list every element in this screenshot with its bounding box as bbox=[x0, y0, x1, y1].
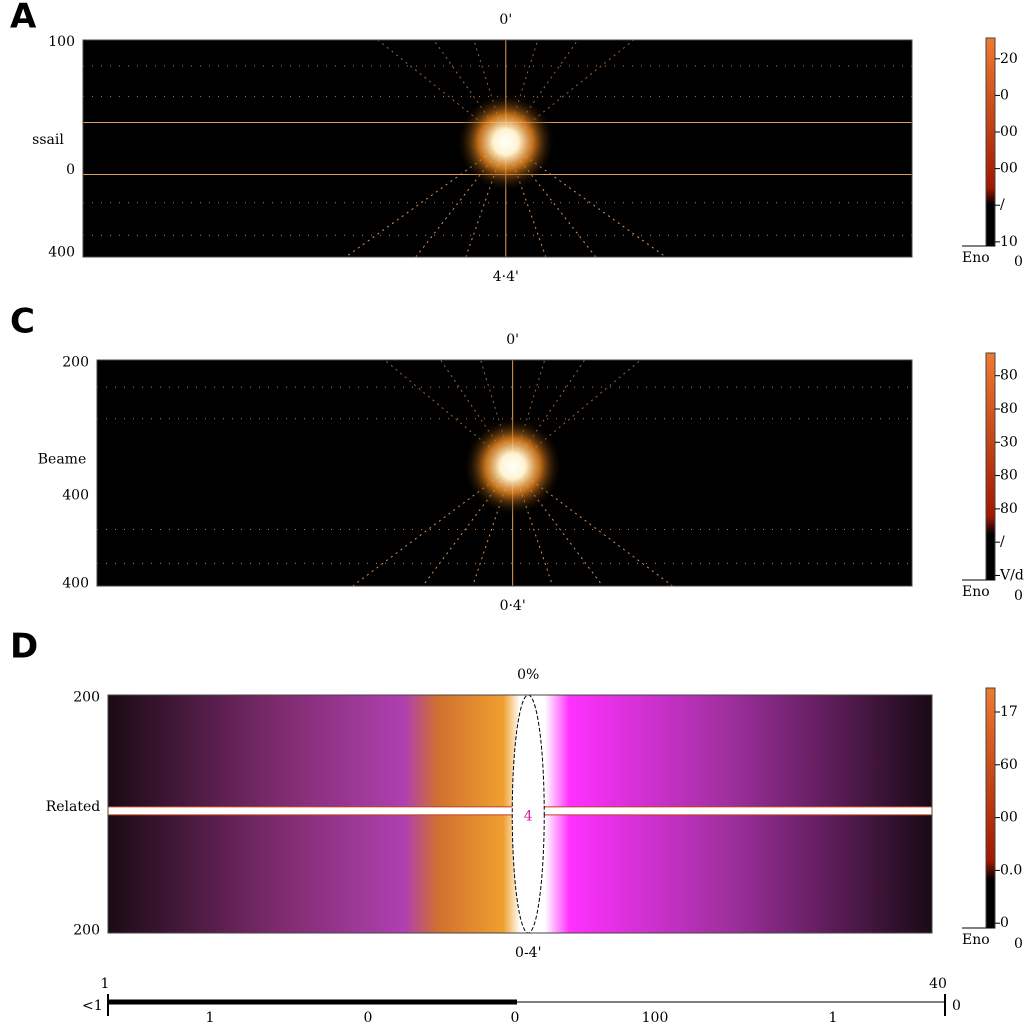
bottom-label: 4·4' bbox=[493, 269, 519, 285]
scale-tick-label: 0 bbox=[364, 1010, 373, 1024]
colorbar-tick-label: 80 bbox=[1000, 401, 1018, 417]
scale-tick-label: 1 bbox=[206, 1010, 215, 1024]
bottom-label: 0-4' bbox=[515, 945, 541, 961]
scale-right: 0 bbox=[952, 998, 961, 1014]
panel-label: D bbox=[10, 627, 38, 667]
y-label: ssail bbox=[32, 132, 64, 148]
colorbar bbox=[985, 687, 996, 929]
glow bbox=[455, 91, 556, 192]
y-tick-label: 200 bbox=[73, 923, 100, 939]
colorbar-tick-label: / bbox=[1000, 197, 1005, 213]
panel-label: A bbox=[10, 0, 37, 37]
ray bbox=[465, 141, 507, 258]
top-label: 0% bbox=[517, 667, 539, 683]
glow bbox=[462, 416, 563, 517]
colorbar-tick-label: 10 bbox=[1000, 234, 1018, 250]
colorbar-tick-label: 20 bbox=[1000, 51, 1018, 67]
scale-tick-label: 100 bbox=[642, 1010, 669, 1024]
colorbar-end: 0 bbox=[1014, 254, 1023, 270]
colorbar-tick-label: 80 bbox=[1000, 468, 1018, 484]
scale-top-left: 1 bbox=[101, 976, 110, 992]
colorbar-tick-label: 80 bbox=[1000, 501, 1018, 517]
colorbar-tick-label: 30 bbox=[1000, 434, 1018, 450]
top-label: 0' bbox=[499, 12, 512, 28]
y-tick-label: 200 bbox=[62, 354, 89, 370]
colorbar-tick-label: 0.0 bbox=[1000, 862, 1022, 878]
y-label: Beame bbox=[38, 451, 86, 467]
colorbar bbox=[985, 352, 996, 581]
bottom-label: 0·4' bbox=[500, 598, 526, 614]
y-tick-label: 400 bbox=[62, 576, 89, 592]
frame bbox=[107, 694, 933, 934]
colorbar-tick-label: 80 bbox=[1000, 368, 1018, 384]
y-tick-label: 200 bbox=[73, 689, 100, 705]
scale-tick-label: 1 bbox=[829, 1010, 838, 1024]
ray bbox=[512, 359, 641, 467]
colorbar-tick-label: 00 bbox=[1000, 124, 1018, 140]
colorbar-tick-label: 0 bbox=[1000, 87, 1009, 103]
scale-top-right: 40 bbox=[929, 976, 947, 992]
colorbar-tick-label: V/d bbox=[999, 567, 1024, 583]
top-label: 0' bbox=[506, 332, 519, 348]
y-tick-label: 100 bbox=[48, 34, 75, 50]
colorbar-end: 0 bbox=[1014, 936, 1023, 952]
colorbar-tick-label: 0 bbox=[1000, 915, 1009, 931]
colorbar bbox=[985, 37, 996, 247]
y-tick-label: 400 bbox=[48, 245, 75, 261]
colorbar-label: Eno bbox=[962, 932, 990, 948]
colorbar-tick-label: 00 bbox=[1000, 161, 1018, 177]
colorbar-label: Eno bbox=[962, 250, 990, 266]
colorbar-label: Eno bbox=[962, 584, 990, 600]
scale-left: <1 bbox=[82, 998, 103, 1014]
ray bbox=[384, 359, 513, 467]
y-label: Related bbox=[46, 799, 101, 815]
colorbar-tick-label: / bbox=[1000, 534, 1005, 550]
scale-tick-label: 0 bbox=[511, 1010, 520, 1024]
y-tick-label: 400 bbox=[62, 488, 89, 504]
colorbar-tick-label: 00 bbox=[1000, 810, 1018, 826]
colorbar-end: 0 bbox=[1014, 588, 1023, 604]
y-tick-label: 0 bbox=[66, 162, 75, 178]
panel-label: C bbox=[10, 302, 35, 342]
center-label: 4 bbox=[524, 808, 533, 824]
colorbar-tick-label: 17 bbox=[1000, 704, 1018, 720]
frame bbox=[96, 359, 913, 587]
frame bbox=[82, 39, 913, 258]
colorbar-tick-label: 60 bbox=[1000, 757, 1018, 773]
ray bbox=[505, 141, 547, 258]
